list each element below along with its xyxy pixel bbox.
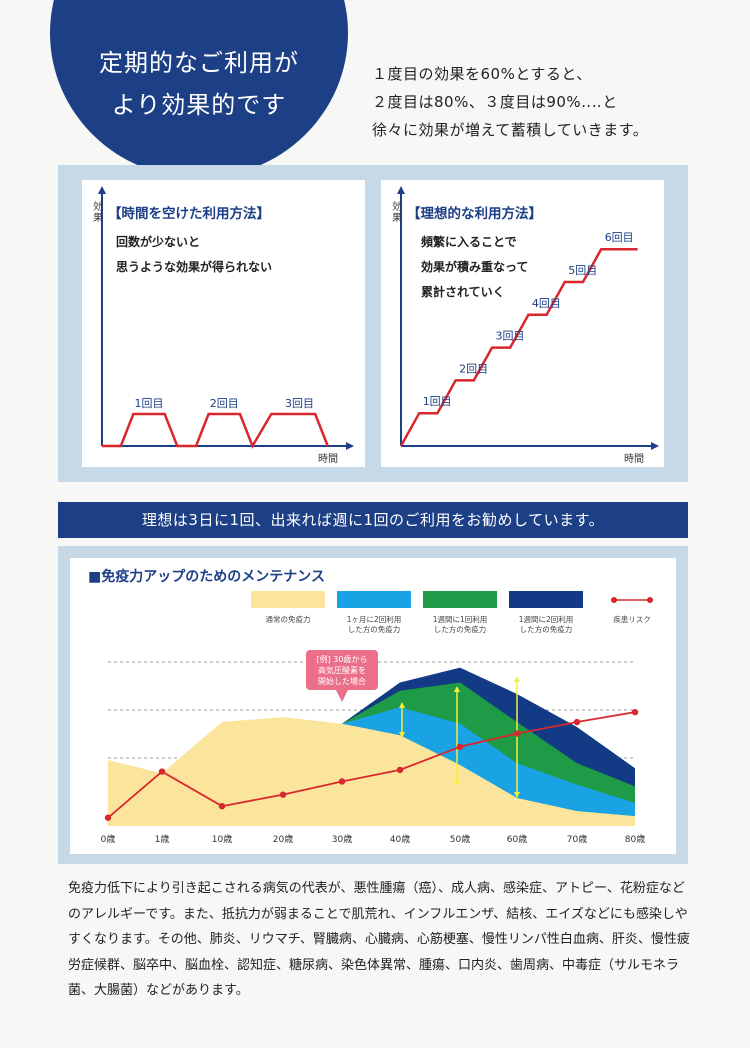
risk-point	[218, 803, 226, 810]
hero-title: 定期的なご利用が より効果的です	[58, 42, 340, 126]
intro-line2: ２度目は80%、３度目は90%‥‥と	[372, 93, 618, 111]
start-callout-text: 開始した場合	[318, 676, 366, 686]
hero-title-line2: より効果的です	[111, 91, 287, 119]
legend-label: 通常の免疫力	[266, 614, 311, 624]
intro-line1: １度目の効果を60%とすると、	[372, 65, 592, 83]
spaced-usage-desc: 回数が少ないと 思うような効果が得られない	[116, 230, 356, 280]
spaced-x-axis-label: 時間	[318, 454, 338, 465]
spaced-usage-card: 1回目 2回目 3回目 効果 時間 【時間を空けた利用方法】 回数が少ないと 思うよ…	[82, 180, 365, 467]
ideal-desc-line1: 頻繁に入ることで	[421, 235, 517, 249]
risk-point	[338, 778, 346, 785]
risk-point	[104, 814, 112, 821]
spaced-desc-line1: 回数が少ないと	[116, 235, 201, 249]
ideal-usage-desc: 頻繁に入ることで 効果が積み重なって 累計されていく	[421, 230, 661, 305]
legend-swatch	[337, 591, 411, 608]
body-text: 免疫力低下により引き起こされる病気の代表が、悪性腫瘍（癌）、成人病、感染症、アト…	[68, 881, 690, 998]
legend-swatch	[509, 591, 583, 608]
ideal-effect-line	[399, 247, 638, 447]
legend-swatch	[423, 591, 497, 608]
x-tick-label: 40歳	[390, 833, 410, 845]
legend-label: した方の免疫力	[520, 624, 573, 634]
start-callout-text: [例] 30歳から	[317, 654, 368, 664]
improvement-arrow-head	[399, 702, 405, 708]
x-tick-label: 80歳	[625, 833, 645, 845]
risk-point	[456, 743, 464, 750]
area-twice-monthly	[342, 707, 635, 817]
start-callout-pointer	[336, 690, 348, 702]
ideal-x-axis-label: 時間	[624, 454, 644, 465]
intro-text: １度目の効果を60%とすると、 ２度目は80%、３度目は90%‥‥と 徐々に効果…	[372, 60, 732, 144]
ideal-y-axis-label: 効果	[392, 202, 402, 224]
start-callout-text: 高気圧酸素を	[318, 665, 366, 675]
risk-point	[279, 791, 287, 798]
spaced-desc-line2: 思うような効果が得られない	[116, 260, 273, 274]
spaced-session-label: 3回目	[285, 397, 314, 410]
risk-line	[107, 711, 636, 819]
ideal-usage-title: 【理想的な利用方法】	[407, 206, 542, 222]
intro-line3: 徐々に効果が増えて蓄積していきます。	[372, 121, 649, 139]
spaced-usage-title: 【時間を空けた利用方法】	[108, 206, 270, 222]
ideal-session-label: 2回目	[459, 362, 488, 375]
x-tick-label: 60歳	[507, 833, 527, 845]
spaced-x-arrow	[346, 442, 354, 450]
ideal-usage-chart: 1回目 2回目 3回目 4回目 5回目 6回目	[397, 186, 659, 450]
improvement-arrow-head	[514, 792, 520, 798]
ideal-usage-card: 1回目 2回目 3回目 4回目 5回目 6回目 効果 時間 【理想的な利用方法】 頻繁に入…	[381, 180, 664, 467]
x-tick-label: 1歳	[155, 833, 170, 845]
improvement-arrow-head	[454, 686, 460, 692]
improvement-arrow-head	[454, 780, 460, 786]
ideal-session-label: 5回目	[568, 264, 597, 277]
ideal-session-label: 4回目	[532, 297, 561, 310]
legend-risk-dot	[647, 597, 653, 603]
legend-label: 疾患リスク	[613, 614, 651, 624]
risk-point	[631, 708, 639, 716]
ideal-desc-line2: 効果が積み重なって	[421, 260, 529, 274]
hero-title-line1: 定期的なご利用が	[99, 49, 299, 77]
immunity-chart-card: ■免疫力アップのためのメンテナンス 通常の免疫力 1ヶ月に2回利用 した方の免疫力 1週…	[70, 558, 676, 854]
immunity-chart-title: ■免疫力アップのためのメンテナンス	[88, 568, 325, 585]
x-tick-label: 20歳	[273, 833, 293, 845]
spaced-usage-chart: 1回目 2回目 3回目	[98, 186, 354, 450]
spaced-y-arrow	[98, 186, 106, 194]
improvement-arrow-head	[514, 676, 520, 682]
legend-label: した方の免疫力	[434, 624, 487, 634]
area-normal-immunity	[108, 717, 635, 826]
legend-risk-dot	[611, 597, 617, 603]
x-tick-label: 10歳	[212, 833, 232, 845]
ideal-y-arrow	[397, 186, 405, 194]
x-tick-label: 30歳	[332, 833, 352, 845]
spaced-session-label: 1回目	[135, 397, 164, 410]
x-tick-label: 0歳	[101, 833, 116, 845]
x-tick-label: 70歳	[567, 833, 587, 845]
spaced-y-axis-label: 効果	[93, 202, 103, 224]
spaced-effect-line	[102, 412, 329, 449]
spaced-session-label: 2回目	[210, 397, 239, 410]
ideal-session-label: 6回目	[605, 231, 634, 244]
improvement-arrow-head	[399, 732, 405, 738]
start-callout-box	[306, 650, 378, 690]
risk-point	[396, 766, 404, 774]
legend-swatch	[251, 591, 325, 608]
risk-point	[158, 768, 166, 775]
ideal-x-arrow	[651, 442, 659, 450]
legend-label: 1週間に1回利用	[433, 614, 488, 624]
risk-point	[573, 718, 581, 726]
risk-point	[513, 730, 521, 737]
ideal-desc-line3: 累計されていく	[421, 285, 505, 299]
ideal-session-label: 3回目	[496, 330, 525, 343]
legend-label: した方の免疫力	[348, 624, 401, 634]
x-tick-label: 50歳	[450, 833, 470, 845]
ideal-session-label: 1回目	[423, 395, 452, 408]
legend-label: 1ヶ月に2回利用	[347, 614, 402, 624]
recommendation-banner: 理想は3日に1回、出来れば週に1回のご利用をお勧めしています。	[58, 502, 688, 538]
legend-label: 1週間に2回利用	[519, 614, 574, 624]
